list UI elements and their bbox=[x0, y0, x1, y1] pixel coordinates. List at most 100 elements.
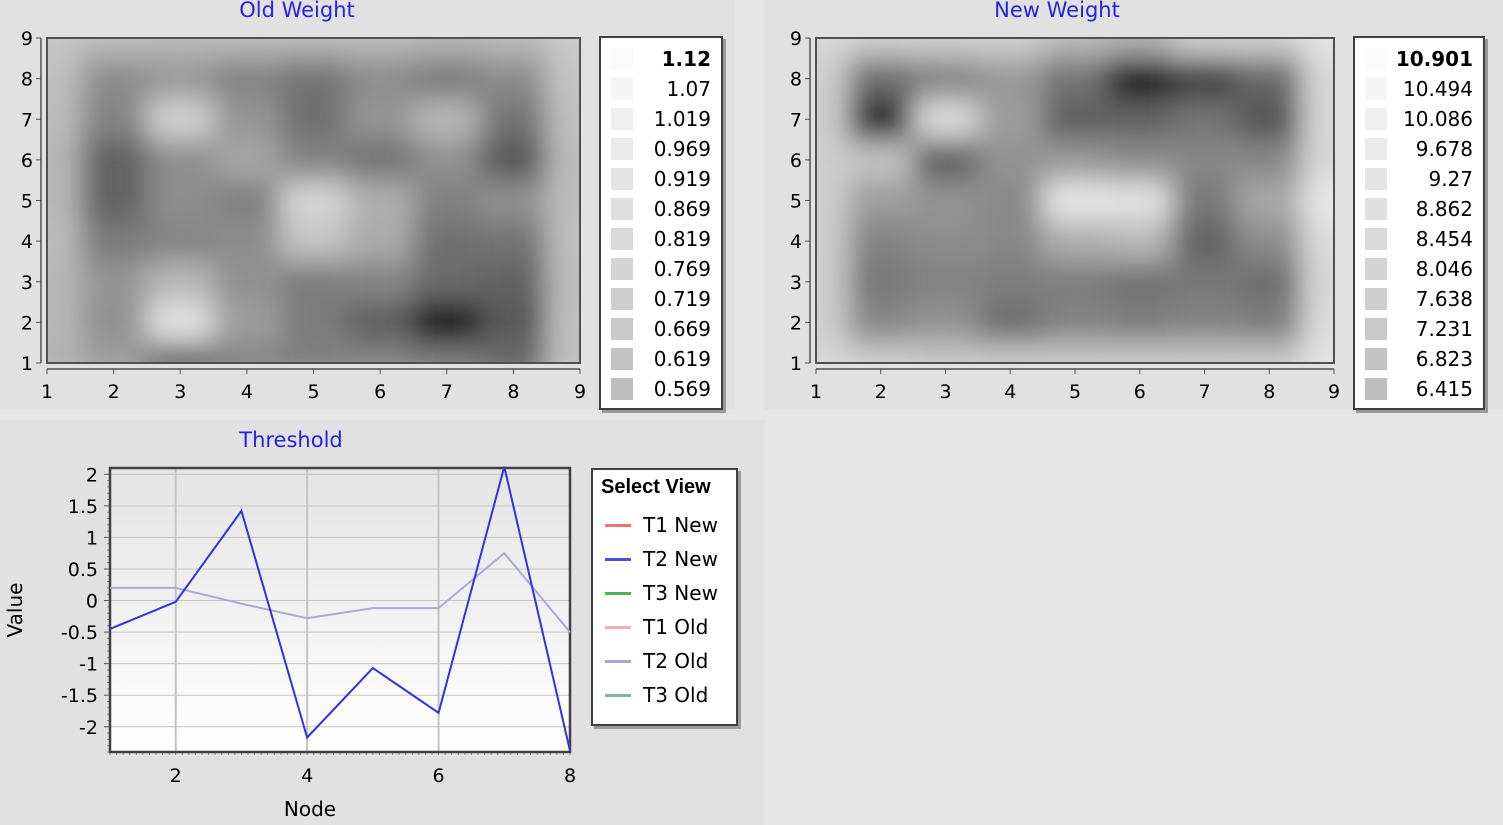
heatmap-cell bbox=[1172, 38, 1237, 59]
heatmap-cell bbox=[816, 139, 849, 181]
legend-swatch bbox=[611, 348, 633, 370]
old-weight-heatmap: 1 2 3 4 5 6 7 8 9 1 2 3 4 5 6 7 8 9 bbox=[21, 28, 586, 403]
heatmap-cell bbox=[213, 98, 281, 140]
heatmap-cell bbox=[913, 58, 978, 99]
threshold-title: Threshold bbox=[239, 428, 343, 452]
legend-item: 8.046 bbox=[1355, 254, 1483, 284]
legend-item: 10.901 bbox=[1355, 44, 1483, 74]
heatmap-cell bbox=[977, 302, 1043, 343]
legend-item: 0.969 bbox=[601, 134, 721, 164]
legend-item-t3-old[interactable]: T3 Old bbox=[593, 678, 736, 712]
x-tick-label: 4 bbox=[1004, 381, 1016, 403]
y-tick-label: 8 bbox=[790, 69, 802, 91]
new-weight-panel: New Weight 1 2 3 4 5 6 7 8 9 1 2 3 4 5 6 7 8 9 10.901 10.4… bbox=[765, 0, 1503, 410]
legend-label: 8.862 bbox=[1415, 197, 1473, 221]
heatmap-cell bbox=[546, 220, 580, 262]
y-tick-label: 1 bbox=[790, 353, 802, 375]
heatmap-cell bbox=[913, 220, 978, 262]
legend-item: 1.12 bbox=[601, 44, 721, 74]
legend-label: 1.07 bbox=[666, 77, 711, 101]
heatmap-cell bbox=[1107, 261, 1173, 303]
y-tick-label: 7 bbox=[21, 109, 33, 131]
y-tick-label: -1.5 bbox=[61, 685, 98, 707]
x-tick-label: 2 bbox=[170, 765, 182, 787]
legend-item: 0.869 bbox=[601, 194, 721, 224]
series-line-t2-old bbox=[110, 551, 571, 633]
select-view-title: Select View bbox=[601, 476, 711, 498]
heatmap-cell bbox=[1042, 58, 1108, 99]
heatmap-cell bbox=[213, 139, 281, 181]
legend-label: T2 Old bbox=[643, 649, 709, 673]
legend-line bbox=[605, 694, 631, 697]
heatmap-cell bbox=[413, 58, 481, 99]
heatmap-cell bbox=[480, 139, 547, 181]
heatmap-cell bbox=[280, 261, 347, 303]
heatmap-cell bbox=[80, 58, 147, 99]
heatmap-cell bbox=[80, 261, 147, 303]
legend-item-t1-new[interactable]: T1 New bbox=[593, 508, 736, 542]
heatmap-cell bbox=[546, 261, 580, 303]
heatmap-cell bbox=[816, 220, 849, 262]
legend-swatch bbox=[611, 48, 633, 70]
y-tick-label: 1 bbox=[86, 527, 98, 549]
legend-item: 6.415 bbox=[1355, 374, 1483, 404]
heatmap-cell bbox=[913, 342, 978, 363]
heatmap-cell bbox=[47, 139, 81, 181]
heatmap-cell bbox=[1172, 302, 1237, 343]
legend-item: 9.678 bbox=[1355, 134, 1483, 164]
heatmap-cell bbox=[280, 139, 347, 181]
y-tick-label: -1 bbox=[79, 654, 98, 676]
legend-item: 10.086 bbox=[1355, 104, 1483, 134]
legend-item: 1.07 bbox=[601, 74, 721, 104]
legend-item-t2-new[interactable]: T2 New bbox=[593, 542, 736, 576]
heatmap-cell bbox=[913, 302, 978, 343]
heatmap-cell bbox=[413, 38, 481, 59]
legend-swatch bbox=[611, 108, 633, 130]
heatmap-cell bbox=[1301, 261, 1334, 303]
heatmap-cell bbox=[546, 58, 580, 99]
legend-label: 9.678 bbox=[1415, 137, 1473, 161]
legend-item-t1-old[interactable]: T1 Old bbox=[593, 610, 736, 644]
legend-label: 1.019 bbox=[653, 107, 711, 131]
heatmap-cell bbox=[346, 58, 414, 99]
heatmap-cell bbox=[1301, 302, 1334, 343]
heatmap-cell bbox=[1107, 342, 1173, 363]
plot-frame bbox=[815, 37, 1335, 364]
legend-swatch bbox=[1365, 378, 1387, 400]
legend-item: 0.819 bbox=[601, 224, 721, 254]
legend-label: 7.231 bbox=[1415, 317, 1473, 341]
heatmap-cell bbox=[280, 58, 347, 99]
legend-label: T3 New bbox=[643, 581, 718, 605]
legend-label: 6.415 bbox=[1415, 377, 1473, 401]
x-tick-label: 3 bbox=[174, 381, 186, 403]
heatmap-cell bbox=[47, 261, 81, 303]
legend-item: 7.638 bbox=[1355, 284, 1483, 314]
heatmap-cell bbox=[848, 302, 914, 343]
heatmap-cell bbox=[80, 302, 147, 343]
y-tick-label: 5 bbox=[790, 191, 802, 213]
legend-item-t2-old[interactable]: T2 Old bbox=[593, 644, 736, 678]
heatmap-cell bbox=[1042, 302, 1108, 343]
heatmap-cell bbox=[213, 302, 281, 343]
heatmap-cell bbox=[1042, 180, 1108, 221]
old-weight-legend: 1.12 1.07 1.019 0.969 0.919 0.869 0.819 0.769 0.… bbox=[599, 36, 723, 410]
heatmap-cell bbox=[346, 38, 414, 59]
legend-swatch bbox=[1365, 48, 1387, 70]
x-tick-label: 2 bbox=[108, 381, 120, 403]
legend-swatch bbox=[1365, 168, 1387, 190]
heatmap-cell bbox=[1236, 261, 1302, 303]
heatmap-cell bbox=[1042, 220, 1108, 262]
legend-label: 10.494 bbox=[1403, 77, 1473, 101]
legend-swatch bbox=[611, 318, 633, 340]
heatmap-cell bbox=[1107, 302, 1173, 343]
legend-label: 1.12 bbox=[661, 47, 711, 71]
heatmap-cell bbox=[1301, 139, 1334, 181]
legend-item-t3-new[interactable]: T3 New bbox=[593, 576, 736, 610]
heatmap-cell bbox=[1107, 180, 1173, 221]
heatmap-cell bbox=[816, 261, 849, 303]
legend-swatch bbox=[1365, 108, 1387, 130]
plot-frame bbox=[46, 37, 581, 364]
legend-swatch bbox=[611, 138, 633, 160]
heatmap-cell bbox=[977, 261, 1043, 303]
heatmap-cell bbox=[80, 38, 147, 59]
